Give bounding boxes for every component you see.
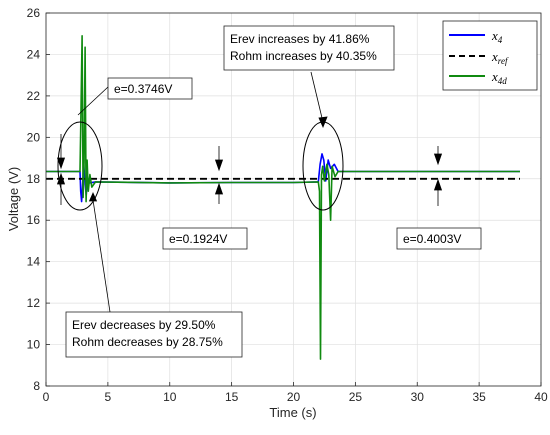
x-tick-label: 10 bbox=[163, 390, 177, 404]
y-tick-label: 22 bbox=[27, 89, 41, 103]
y-tick-label: 18 bbox=[27, 172, 41, 186]
y-tick-label: 10 bbox=[27, 338, 41, 352]
y-tick-label: 26 bbox=[27, 6, 41, 20]
y-tick-label: 16 bbox=[27, 213, 41, 227]
y-tick-label: 24 bbox=[27, 47, 41, 61]
annotation-top-line2: Rohm increases by 40.35% bbox=[230, 49, 377, 63]
x-tick-label: 20 bbox=[287, 390, 301, 404]
x-tick-label: 0 bbox=[43, 390, 50, 404]
x-tick-label: 35 bbox=[472, 390, 486, 404]
legend-label-xref: xref bbox=[491, 49, 509, 66]
y-tick-label: 8 bbox=[33, 379, 40, 393]
y-tick-label: 12 bbox=[27, 296, 41, 310]
plot-frame bbox=[45, 12, 542, 387]
legend-label-x4d: x4d bbox=[491, 69, 507, 86]
series-lines bbox=[46, 34, 520, 360]
annotation-box-bottom: Erev decreases by 29.50% Rohm decreases … bbox=[65, 311, 243, 358]
annotation-box-top: Erev increases by 41.86% Rohm increases … bbox=[223, 25, 395, 71]
error-label-3: e=0.4003V bbox=[396, 227, 482, 250]
error-label-1: e=0.3746V bbox=[107, 77, 193, 100]
svg-text:e=0.3746V: e=0.3746V bbox=[114, 82, 172, 96]
x-tick-label: 30 bbox=[411, 390, 425, 404]
error-label-2: e=0.1924V bbox=[162, 227, 248, 250]
legend-label-x4: x4 bbox=[491, 28, 503, 45]
annotation-bottom-line1: Erev decreases by 29.50% bbox=[72, 318, 216, 332]
x-tick-label: 25 bbox=[349, 390, 363, 404]
series-line-x4 bbox=[46, 153, 520, 203]
disturbance-ellipse-1 bbox=[57, 121, 103, 211]
x-tick-label: 15 bbox=[225, 390, 239, 404]
y-tick-labels: 8 10 12 14 16 18 20 22 24 26 bbox=[27, 6, 50, 393]
y-tick-label: 14 bbox=[27, 255, 41, 269]
y-axis-label: Voltage (V) bbox=[6, 167, 21, 231]
y-tick-label: 20 bbox=[27, 130, 41, 144]
svg-text:e=0.4003V: e=0.4003V bbox=[403, 232, 461, 246]
x-axis-label: Time (s) bbox=[269, 405, 316, 420]
legend-box bbox=[442, 20, 538, 91]
svg-text:e=0.1924V: e=0.1924V bbox=[169, 232, 227, 246]
annotation-top-line1: Erev increases by 41.86% bbox=[230, 32, 370, 46]
x-tick-label: 5 bbox=[105, 390, 112, 404]
pointer-arrows bbox=[56, 71, 443, 313]
series-line-x4d bbox=[46, 34, 520, 360]
x-tick-labels: 0 5 10 15 20 25 30 35 40 bbox=[43, 382, 548, 404]
annotation-bottom-line2: Rohm decreases by 28.75% bbox=[72, 335, 223, 349]
legend: x4 xref x4d bbox=[442, 20, 538, 91]
x-tick-label: 40 bbox=[534, 390, 548, 404]
